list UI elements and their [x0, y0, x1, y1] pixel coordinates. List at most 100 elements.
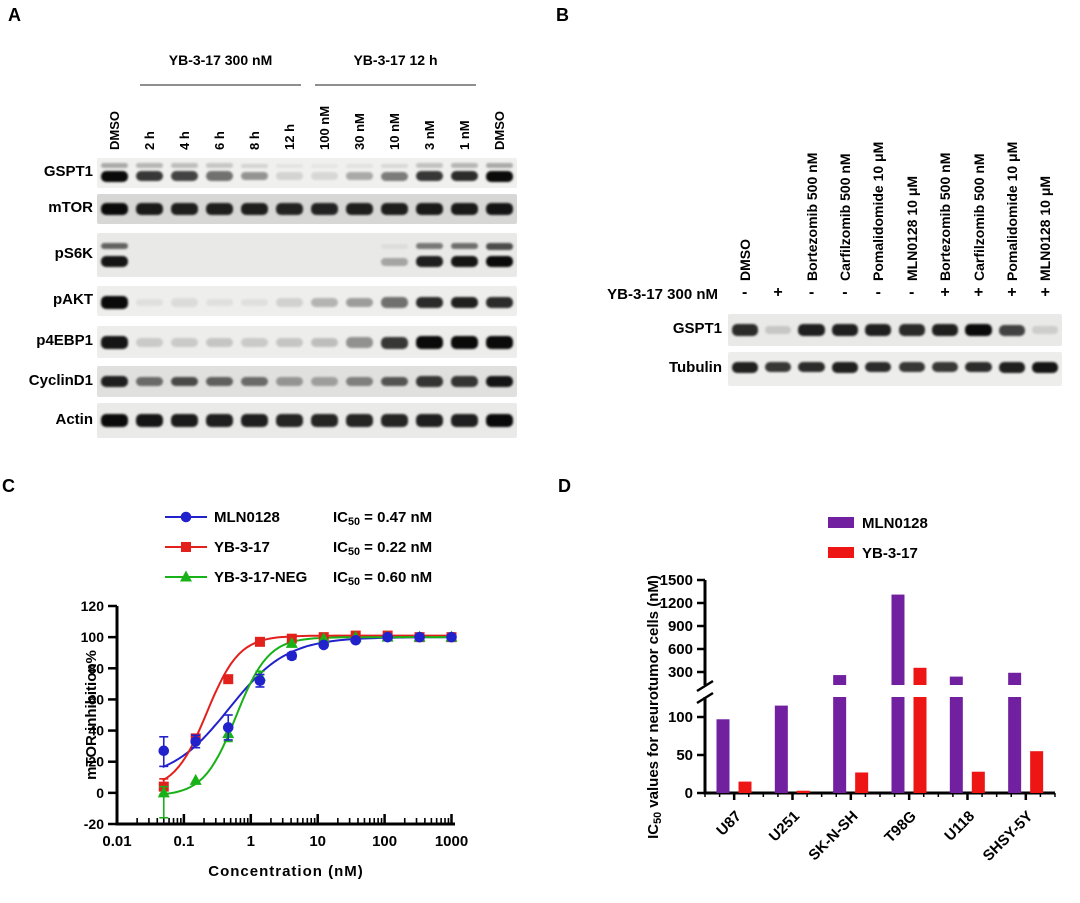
blot-band: [100, 170, 129, 182]
x-axis-title: Concentration (nM): [208, 863, 363, 880]
blot-band: [345, 377, 374, 386]
blot-band: [100, 256, 129, 267]
blot-band: [135, 163, 164, 169]
blot-band: [205, 338, 234, 348]
blot-band: [240, 376, 269, 387]
bar-lower-MLN0128-U118: [949, 697, 963, 793]
bar-upper-MLN0128-SK-N-SH: [833, 675, 847, 685]
legend-label-YB-3-17: YB-3-17: [214, 539, 270, 556]
treatment-sign: +: [1007, 284, 1017, 301]
blot-band: [380, 171, 409, 181]
blot-band: [345, 171, 374, 181]
blot-band: [450, 414, 479, 427]
panel-d-letter: D: [558, 476, 571, 496]
panel-c-dose-response-chart: C -20 0 20 40 60 80 100 120 0.01 0.1 1 10 100 1000 Con…: [0, 470, 540, 898]
legend-label-MLN0128: MLN0128: [214, 509, 280, 526]
blot-band: [345, 414, 374, 427]
lane-label: MLN0128 10 μM: [903, 175, 920, 281]
blot-band: [275, 338, 304, 348]
blot-band: [380, 257, 409, 266]
y-tick-label: 600: [668, 641, 693, 658]
data-point-MLN0128: [414, 631, 425, 643]
blot-band: [240, 171, 269, 181]
data-point-MLN0128: [180, 511, 192, 523]
blot-band: [450, 170, 479, 182]
bar-lower-MLN0128-T98G: [891, 697, 905, 793]
group-header-label: YB-3-17 300 nM: [168, 52, 273, 68]
y-tick-label: 1200: [660, 595, 693, 612]
blot-band: [865, 324, 892, 336]
blot-band: [765, 325, 792, 335]
blot-band: [932, 324, 959, 336]
panel-a-letter: A: [8, 5, 21, 25]
blot-strip: [97, 158, 517, 188]
blot-band: [731, 362, 758, 373]
blot-band: [485, 242, 514, 250]
blot-band: [275, 203, 304, 215]
data-point-YB-3-17-NEG: [157, 786, 170, 798]
blot-band: [380, 163, 409, 169]
blot-band: [240, 163, 269, 169]
blot-band: [100, 376, 129, 387]
blot-band: [205, 203, 234, 215]
blot-row-label: Tubulin: [668, 359, 722, 376]
lane-label: MLN0128 10 μM: [1037, 175, 1054, 281]
bar-YB-3-17-SHSY-5Y: [1030, 751, 1044, 793]
treatment-sign: +: [1040, 284, 1050, 301]
blot-band: [380, 203, 409, 215]
blot-band: [100, 202, 129, 216]
treatment-sign: -: [909, 284, 915, 301]
blot-band: [450, 242, 479, 250]
legend-swatch-YB-3-17: [828, 547, 854, 558]
y-tick-label: 20: [88, 754, 104, 770]
blot-band: [450, 336, 479, 350]
blot-band: [798, 362, 825, 373]
blot-band: [100, 296, 129, 309]
y-tick-label: 300: [668, 664, 693, 681]
y-tick-label: 120: [81, 598, 105, 614]
lane-label: DMSO: [491, 111, 507, 150]
blot-band: [798, 324, 825, 336]
blot-band: [415, 163, 444, 169]
y-tick-label: 50: [676, 747, 693, 764]
legend-swatch-MLN0128: [828, 517, 854, 528]
y-tick-label: 1500: [660, 572, 693, 589]
data-point-MLN0128: [158, 745, 170, 757]
blot-band: [415, 376, 444, 387]
blot-band: [965, 323, 992, 337]
blot-band: [100, 413, 129, 428]
blot-band: [205, 414, 234, 427]
blot-band: [170, 376, 199, 387]
blot-band: [450, 256, 479, 267]
legend-ic50-YB-3-17: IC50 = 0.22 nM: [333, 539, 432, 558]
blot-band: [240, 298, 269, 307]
blot-band: [240, 338, 269, 348]
y-tick-label: 900: [668, 618, 693, 635]
blot-band: [731, 324, 758, 336]
data-point-MLN0128: [350, 634, 362, 646]
blot-band: [380, 336, 409, 349]
group-header-label: YB-3-17 12 h: [353, 52, 438, 68]
data-point-YB-3-17: [223, 674, 234, 685]
blot-strip: [97, 403, 517, 438]
x-tick-label: 1000: [435, 833, 468, 850]
blot-row-label: CyclinD1: [28, 371, 93, 389]
y-tick-label: 60: [88, 691, 104, 707]
lane-label: 12 h: [281, 123, 297, 150]
lane-label: 4 h: [176, 131, 192, 150]
data-point-MLN0128: [286, 650, 298, 662]
blot-band: [380, 297, 409, 308]
blot-band: [380, 376, 409, 387]
blot-band: [345, 163, 374, 168]
axis-break-mark: [696, 679, 714, 693]
data-point-MLN0128: [318, 639, 330, 651]
bar-upper-YB-3-17-T98G: [913, 667, 927, 685]
lane-label: Bortezomib 500 nM: [937, 152, 954, 281]
bar-lower-MLN0128-SK-N-SH: [833, 697, 847, 793]
blot-band: [310, 298, 339, 307]
lane-label: Carfilzomib 500 nM: [970, 153, 987, 281]
lane-label: DMSO: [736, 239, 753, 281]
blot-band: [450, 163, 479, 169]
legend-label-MLN0128: MLN0128: [862, 515, 928, 532]
blot-band: [275, 377, 304, 386]
